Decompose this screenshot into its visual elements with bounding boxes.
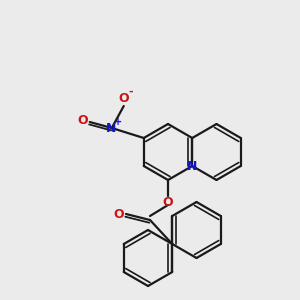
Text: -: - [128, 87, 133, 97]
Text: N: N [187, 160, 197, 172]
Text: +: + [114, 117, 122, 127]
Text: O: O [118, 92, 129, 104]
Text: O: O [114, 208, 124, 220]
Text: O: O [163, 196, 173, 209]
Text: O: O [77, 115, 88, 128]
Text: N: N [106, 122, 116, 134]
